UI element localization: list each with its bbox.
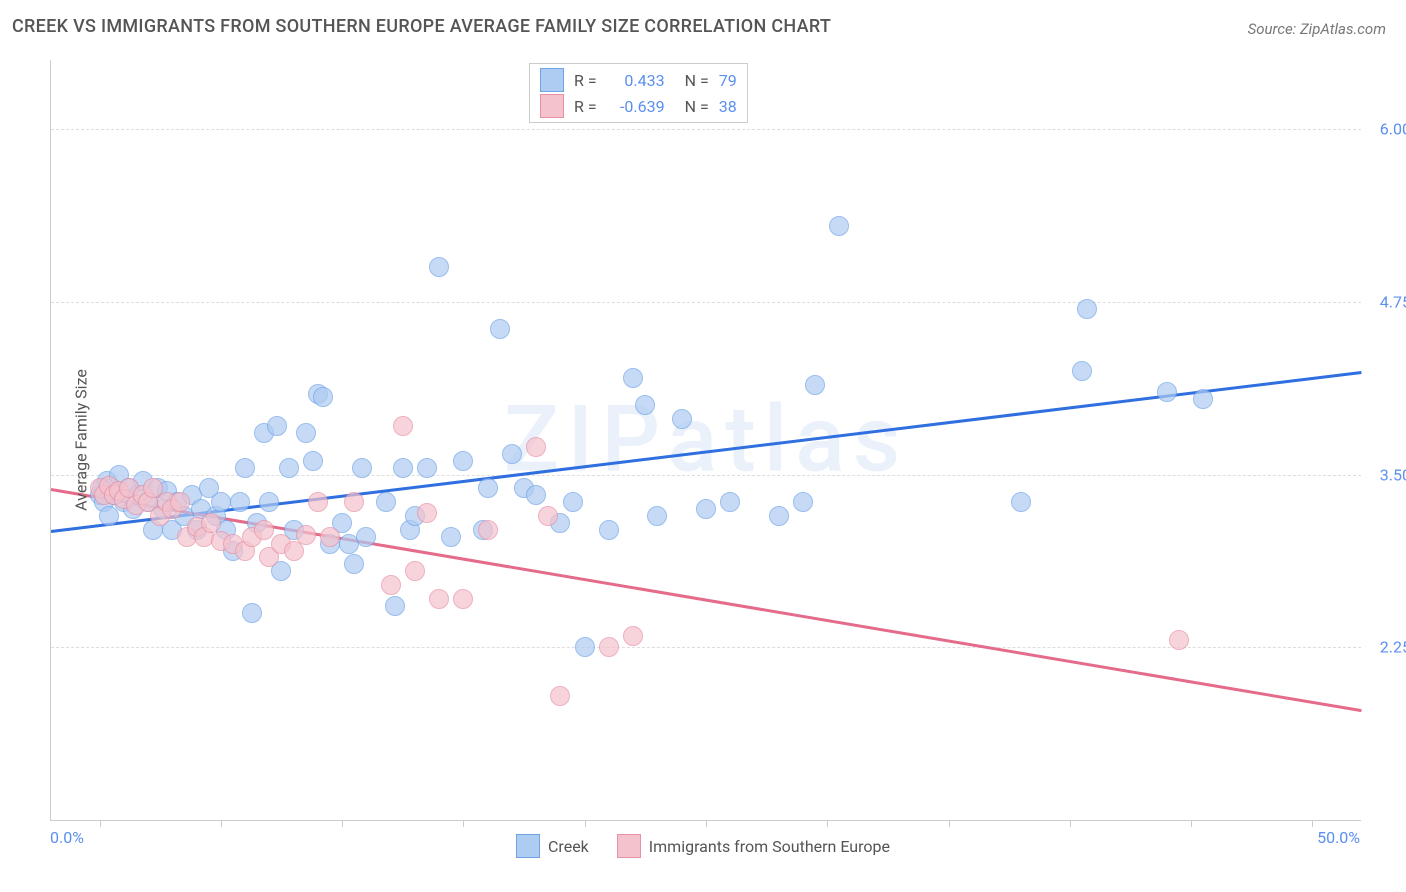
data-point xyxy=(769,506,789,526)
data-point xyxy=(720,492,740,512)
data-point xyxy=(211,492,231,512)
data-point xyxy=(303,451,323,471)
data-point xyxy=(490,319,510,339)
x-tick xyxy=(100,820,101,827)
data-point xyxy=(170,492,190,512)
x-tick xyxy=(827,820,828,827)
data-point xyxy=(352,458,372,478)
data-point xyxy=(296,423,316,443)
data-point xyxy=(242,603,262,623)
watermark: ZIPatlas xyxy=(504,387,908,494)
data-point xyxy=(201,513,221,533)
data-point xyxy=(1193,389,1213,409)
legend-swatch xyxy=(617,834,641,858)
legend-swatch xyxy=(540,68,564,92)
data-point xyxy=(502,444,522,464)
data-point xyxy=(1169,630,1189,650)
data-point xyxy=(259,492,279,512)
data-point xyxy=(575,637,595,657)
chart-title: CREEK VS IMMIGRANTS FROM SOUTHERN EUROPE… xyxy=(12,16,831,37)
data-point xyxy=(393,458,413,478)
data-point xyxy=(235,458,255,478)
data-point xyxy=(267,416,287,436)
legend-label: Immigrants from Southern Europe xyxy=(649,837,890,856)
data-point xyxy=(429,589,449,609)
x-tick xyxy=(706,820,707,827)
data-point xyxy=(599,520,619,540)
x-tick xyxy=(949,820,950,827)
data-point xyxy=(417,503,437,523)
data-point xyxy=(344,554,364,574)
data-point xyxy=(623,626,643,646)
data-point xyxy=(393,416,413,436)
data-point xyxy=(696,499,716,519)
data-point xyxy=(1077,299,1097,319)
legend-swatch xyxy=(516,834,540,858)
data-point xyxy=(635,395,655,415)
scatter-plot-area: ZIPatlas R =0.433N =79R =-0.639N =38 2.2… xyxy=(50,60,1361,821)
data-point xyxy=(550,686,570,706)
data-point xyxy=(385,596,405,616)
y-tick-label: 4.75 xyxy=(1380,292,1406,311)
legend-item: Creek xyxy=(516,834,589,858)
y-tick-label: 3.50 xyxy=(1380,465,1406,484)
data-point xyxy=(313,387,333,407)
data-point xyxy=(308,492,328,512)
legend-label: Creek xyxy=(548,837,589,856)
data-point xyxy=(538,506,558,526)
data-point xyxy=(805,375,825,395)
x-tick xyxy=(221,820,222,827)
x-tick xyxy=(1312,820,1313,827)
data-point xyxy=(526,437,546,457)
data-point xyxy=(254,520,274,540)
gridline xyxy=(51,647,1361,648)
data-point xyxy=(793,492,813,512)
data-point xyxy=(453,451,473,471)
x-tick xyxy=(342,820,343,827)
data-point xyxy=(647,506,667,526)
stats-legend-box: R =0.433N =79R =-0.639N =38 xyxy=(529,63,748,123)
data-point xyxy=(563,492,583,512)
data-point xyxy=(1011,492,1031,512)
data-point xyxy=(526,485,546,505)
data-point xyxy=(417,458,437,478)
y-tick-label: 2.25 xyxy=(1380,638,1406,657)
data-point xyxy=(829,216,849,236)
data-point xyxy=(1157,382,1177,402)
data-point xyxy=(381,575,401,595)
data-point xyxy=(230,492,250,512)
legend-swatch xyxy=(540,94,564,118)
x-tick xyxy=(463,820,464,827)
data-point xyxy=(453,589,473,609)
y-axis-label: Average Family Size xyxy=(71,369,90,511)
stats-row: R =0.433N =79 xyxy=(540,68,737,92)
data-point xyxy=(441,527,461,547)
data-point xyxy=(356,527,376,547)
y-tick-label: 6.00 xyxy=(1380,120,1406,139)
data-point xyxy=(429,257,449,277)
gridline xyxy=(51,302,1361,303)
data-point xyxy=(296,525,316,545)
bottom-legend: Creek Immigrants from Southern Europe xyxy=(0,834,1406,858)
chart-container: CREEK VS IMMIGRANTS FROM SOUTHERN EUROPE… xyxy=(0,0,1406,892)
gridline xyxy=(51,129,1361,130)
data-point xyxy=(344,492,364,512)
x-tick xyxy=(1070,820,1071,827)
source-label: Source: ZipAtlas.com xyxy=(1248,20,1386,38)
data-point xyxy=(599,637,619,657)
x-tick xyxy=(585,820,586,827)
data-point xyxy=(478,520,498,540)
x-tick xyxy=(1191,820,1192,827)
data-point xyxy=(672,409,692,429)
data-point xyxy=(478,478,498,498)
data-point xyxy=(1072,361,1092,381)
data-point xyxy=(320,527,340,547)
data-point xyxy=(376,492,396,512)
legend-item: Immigrants from Southern Europe xyxy=(617,834,890,858)
stats-row: R =-0.639N =38 xyxy=(540,94,737,118)
data-point xyxy=(279,458,299,478)
data-point xyxy=(405,561,425,581)
data-point xyxy=(623,368,643,388)
